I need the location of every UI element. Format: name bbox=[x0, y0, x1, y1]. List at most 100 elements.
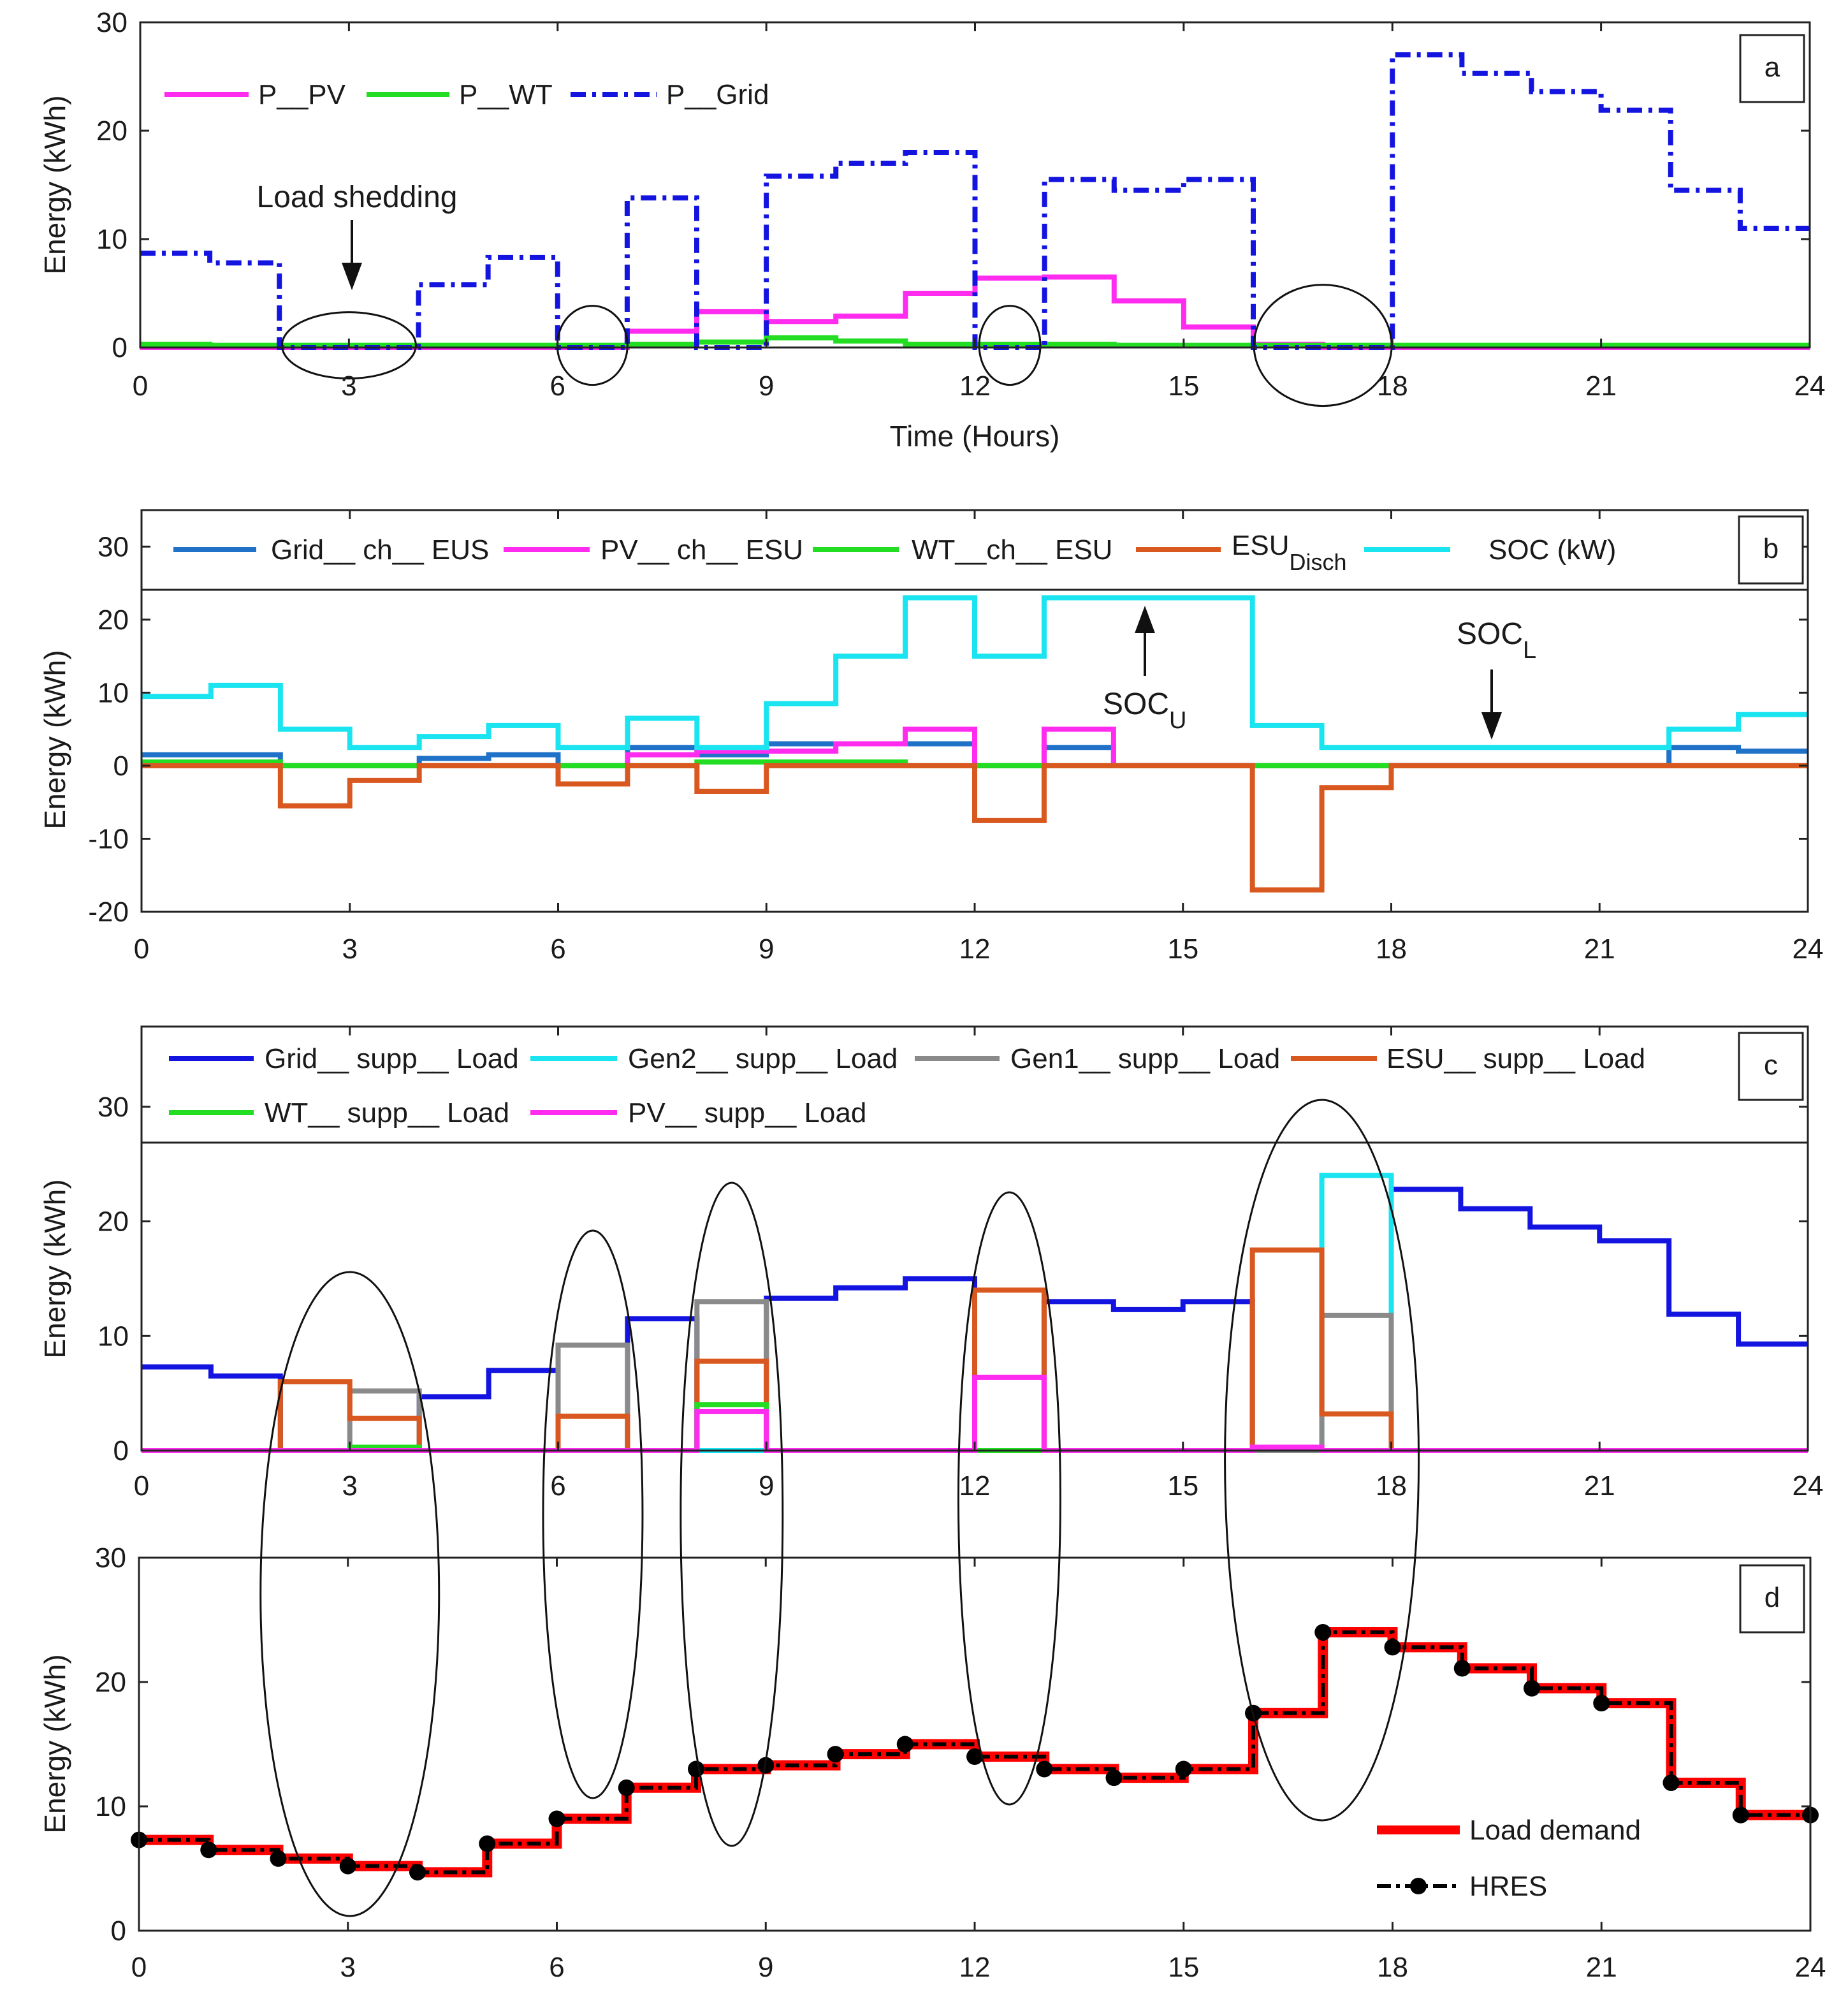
panel-d-tag-box bbox=[1739, 1564, 1805, 1634]
y-tick-label: -10 bbox=[88, 823, 129, 854]
panel-d: 0 3 6 9 12 15 18 21 24 0 10 20 30 Energy (kWh) d Loa… bbox=[38, 1542, 1826, 1983]
panel-a-tag-box bbox=[1739, 34, 1805, 103]
x-tick-label: 3 bbox=[342, 933, 358, 965]
legend-label-grid-supp: Grid__ supp__ Load bbox=[265, 1043, 519, 1074]
soc-lower-annotation: SOCL bbox=[1457, 617, 1536, 664]
y-tick-label: 10 bbox=[98, 677, 129, 708]
soc-upper-sub: U bbox=[1169, 707, 1186, 734]
hres-marker bbox=[270, 1850, 287, 1867]
legend-label-esu-supp: ESU__ supp__ Load bbox=[1386, 1043, 1645, 1074]
soc-upper-annotation: SOCU bbox=[1103, 687, 1186, 734]
hres-marker bbox=[1175, 1760, 1192, 1778]
panel-b-frame bbox=[140, 509, 1809, 913]
legend-label-esu-disch-sub: Disch bbox=[1289, 549, 1346, 575]
panel-c-tag: c bbox=[1764, 1050, 1778, 1081]
hres-marker bbox=[479, 1835, 496, 1852]
legend-label-pv: P__PV bbox=[258, 79, 346, 110]
highlight-ellipse bbox=[1224, 1099, 1420, 1822]
panel-d-axes: 0 3 6 9 12 15 18 21 24 0 10 20 30 bbox=[95, 1542, 1826, 1983]
highlight-ellipse bbox=[280, 311, 417, 380]
legend-label-wt-supp: WT__ supp__ Load bbox=[265, 1097, 509, 1129]
x-tick-label: 12 bbox=[959, 370, 991, 402]
y-tick-label: 10 bbox=[95, 1791, 126, 1822]
x-tick-label: 21 bbox=[1584, 933, 1615, 965]
legend-label-wt: P__WT bbox=[459, 79, 553, 110]
panel-d-series bbox=[131, 1624, 1819, 1881]
x-tick-label: 12 bbox=[959, 1470, 991, 1502]
legend-label-pv-supp: PV__ supp__ Load bbox=[628, 1097, 866, 1129]
hres-marker bbox=[548, 1810, 565, 1827]
series-line-a-1 bbox=[140, 335, 1810, 348]
x-tick-label: 18 bbox=[1376, 933, 1407, 965]
highlight-ellipse bbox=[978, 305, 1042, 386]
x-tick-label: 0 bbox=[133, 370, 148, 402]
panel-d-ylabel: Energy (kWh) bbox=[38, 1654, 71, 1833]
panel-a-tag: a bbox=[1764, 52, 1780, 83]
x-tick-label: 24 bbox=[1794, 370, 1826, 402]
y-tick-label: 20 bbox=[98, 1206, 129, 1238]
panel-d-legend: Load demand HRES bbox=[1377, 1815, 1641, 1902]
highlight-ellipse bbox=[542, 1229, 644, 1799]
panel-a-xlabel: Time (Hours) bbox=[890, 420, 1060, 453]
panel-c: 0 3 6 9 12 15 18 21 24 0 10 20 30 Energy (kWh) Grid_… bbox=[38, 1025, 1824, 1502]
soc-lower-text: SOC bbox=[1457, 617, 1523, 651]
panel-c-tag-box bbox=[1738, 1032, 1804, 1101]
x-tick-label: 9 bbox=[759, 370, 774, 402]
x-tick-label: 21 bbox=[1586, 1952, 1617, 1983]
highlight-ellipse bbox=[957, 1191, 1061, 1806]
load-shedding-annotation: Load shedding bbox=[257, 180, 458, 214]
series-line-a-2 bbox=[140, 52, 1810, 350]
hres-marker bbox=[1036, 1760, 1053, 1778]
legend-label-soc: SOC (kW) bbox=[1488, 534, 1616, 566]
y-tick-label: 30 bbox=[95, 1542, 126, 1574]
legend-label-grid-ch: Grid__ ch__ EUS bbox=[271, 534, 489, 566]
panel-d-tag: d bbox=[1764, 1582, 1780, 1613]
panel-c-series bbox=[142, 1173, 1808, 1453]
hres-marker bbox=[1453, 1660, 1471, 1677]
hres-marker bbox=[409, 1864, 426, 1881]
x-tick-label: 12 bbox=[959, 933, 991, 965]
hres-marker bbox=[1524, 1679, 1540, 1697]
x-tick-label: 15 bbox=[1167, 933, 1198, 965]
legend-label-esu-disch: ESUDisch bbox=[1232, 530, 1347, 575]
hres-marker bbox=[827, 1746, 844, 1763]
y-tick-label: 0 bbox=[112, 332, 127, 363]
hres-marker bbox=[966, 1748, 983, 1765]
panel-c-ylabel: Energy (kWh) bbox=[38, 1179, 71, 1358]
panel-b-series bbox=[142, 595, 1808, 893]
legend-label-grid: P__Grid bbox=[666, 79, 769, 110]
y-tick-label: 20 bbox=[95, 1667, 126, 1698]
y-tick-label: -20 bbox=[88, 896, 129, 928]
hres-marker bbox=[1732, 1806, 1749, 1824]
x-tick-label: 24 bbox=[1795, 1952, 1826, 1983]
x-tick-label: 3 bbox=[341, 370, 356, 402]
panel-c-frame bbox=[140, 1025, 1809, 1452]
y-tick-label: 20 bbox=[98, 604, 129, 636]
x-tick-label: 0 bbox=[134, 933, 149, 965]
x-tick-label: 3 bbox=[340, 1952, 356, 1983]
x-tick-label: 6 bbox=[549, 1952, 564, 1983]
soc-lower-arrow-head bbox=[1481, 712, 1502, 740]
legend-label-gen2: Gen2__ supp__ Load bbox=[628, 1043, 898, 1074]
y-tick-label: 20 bbox=[96, 115, 127, 147]
legend-label-esu-disch-main: ESU bbox=[1232, 530, 1289, 561]
series-line-b-4 bbox=[142, 595, 1808, 750]
x-tick-label: 15 bbox=[1168, 1952, 1199, 1983]
y-tick-label: 0 bbox=[111, 1915, 126, 1947]
x-tick-label: 6 bbox=[550, 933, 565, 965]
highlight-ellipse bbox=[259, 1271, 440, 1917]
x-tick-label: 6 bbox=[550, 1470, 565, 1502]
y-tick-label: 30 bbox=[98, 531, 129, 562]
y-tick-label: 10 bbox=[98, 1320, 129, 1352]
panel-b: 0 3 6 9 12 15 18 21 24 -20 -10 0 10 20 30 Energy (kWh)… bbox=[38, 509, 1823, 965]
y-tick-label: 30 bbox=[96, 7, 127, 38]
x-tick-label: 24 bbox=[1793, 1470, 1824, 1502]
panel-b-ylabel: Energy (kWh) bbox=[38, 650, 71, 829]
legend-label-load-demand: Load demand bbox=[1469, 1815, 1641, 1846]
hres-marker bbox=[1593, 1695, 1610, 1712]
series-line-b-3 bbox=[142, 763, 1808, 893]
x-tick-label: 3 bbox=[342, 1470, 358, 1502]
soc-lower-sub: L bbox=[1523, 637, 1536, 664]
soc-upper-text: SOC bbox=[1103, 687, 1169, 721]
